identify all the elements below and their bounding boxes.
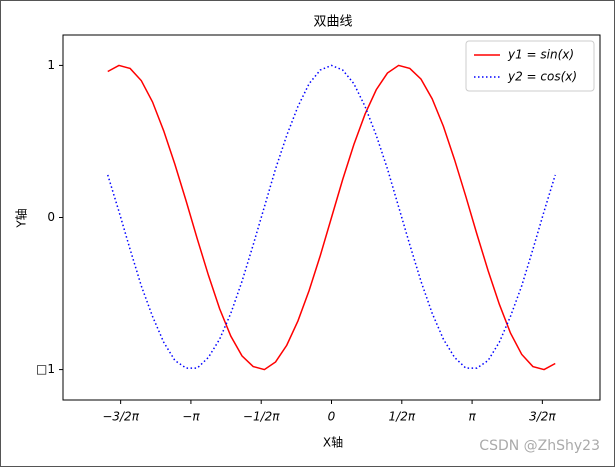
x-axis-label: X轴 <box>323 435 343 450</box>
x-tick-label: 3/2π <box>529 410 556 424</box>
x-tick-label: 0 <box>328 410 336 424</box>
x-tick-label: π <box>468 410 476 424</box>
y-axis-label: Y轴 <box>14 208 29 228</box>
legend-label: y2 = cos(x) <box>507 70 577 84</box>
series-line <box>107 64 556 369</box>
x-tick-label: −1/2π <box>243 410 280 424</box>
watermark: CSDN @ZhShy23 <box>479 438 600 454</box>
x-tick-label: −3/2π <box>102 410 139 424</box>
legend-label: y1 = sin(x) <box>507 48 574 62</box>
series-line <box>107 64 556 371</box>
x-tick-label: −π <box>182 410 200 424</box>
y-tick-label: 0 <box>47 210 55 224</box>
x-tick-label: 1/2π <box>389 410 416 424</box>
plot-area <box>62 34 601 401</box>
legend-box <box>465 40 595 92</box>
y-tick-label: □1 <box>36 362 55 376</box>
y-tick-label: 1 <box>47 58 55 72</box>
chart-title: 双曲线 <box>313 15 352 30</box>
